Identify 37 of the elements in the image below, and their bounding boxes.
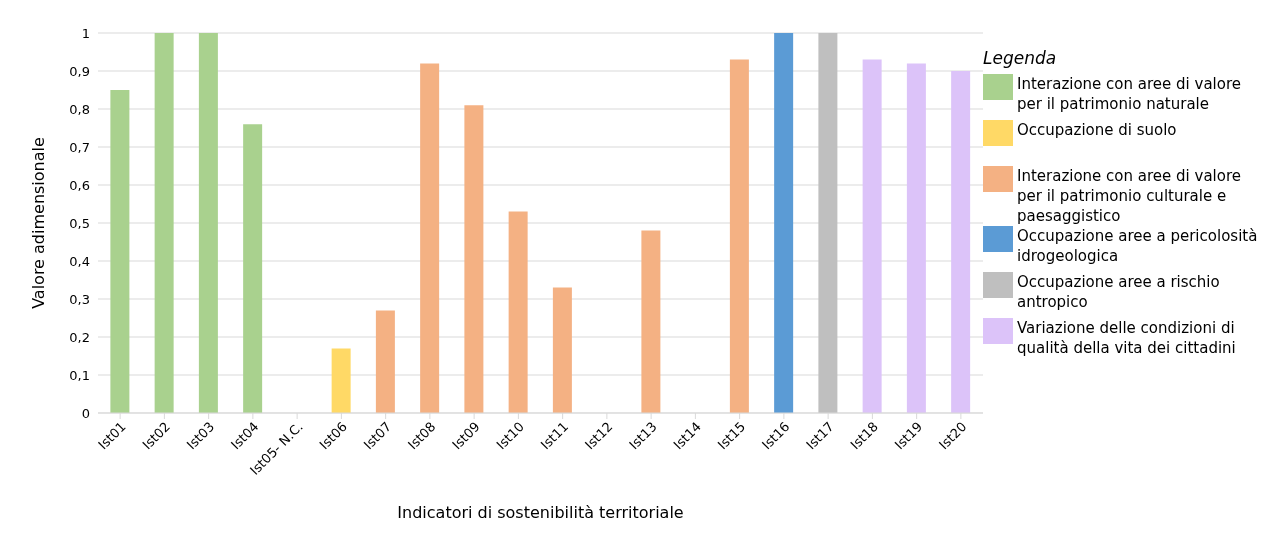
y-tick-label: 0 [81,405,90,421]
legend-label: Interazione con aree di valore per il patrimonio naturale [1017,74,1242,114]
legend-label: Interazione con aree di valore per il patrimonio culturale e paesaggistico [1017,166,1242,226]
y-tick-label: 0,6 [69,177,90,193]
y-tick-label: 0,7 [69,139,90,155]
bar [818,33,838,413]
bar [243,124,263,413]
bar [552,287,572,413]
legend-label: Variazione delle condizioni di qualità della vita dei cittadini [1017,318,1237,358]
y-tick-label: 0,8 [69,101,90,117]
y-tick-label: 0,5 [69,215,90,231]
legend-label: Occupazione aree a pericolosità idrogeologica [1017,226,1259,266]
bar [862,59,882,413]
bar [729,59,749,413]
bar [508,211,528,413]
legend-label: Occupazione di suolo [1017,120,1177,140]
bar [951,71,971,413]
bar [641,230,661,413]
y-tick-label: 0,9 [69,63,90,79]
bar [198,33,218,413]
x-axis-title: Indicatori di sostenibilità territoriale [397,503,684,522]
y-tick-label: 0,4 [69,253,90,269]
bar [464,105,484,413]
y-tick-label: 0,2 [69,329,90,345]
bar [375,310,395,413]
bar [774,33,794,413]
y-tick-label: 0,1 [69,367,90,383]
y-axis-title: Valore adimensionale [28,137,48,309]
bar [420,63,440,413]
y-tick-label: 1 [81,25,90,41]
bar [110,90,130,413]
bar [154,33,174,413]
bar [331,348,351,413]
legend-title: Legenda [983,48,1058,68]
legend-label: Occupazione aree a rischio antropico [1017,272,1221,312]
bar [906,63,926,413]
y-tick-label: 0,3 [69,291,90,307]
